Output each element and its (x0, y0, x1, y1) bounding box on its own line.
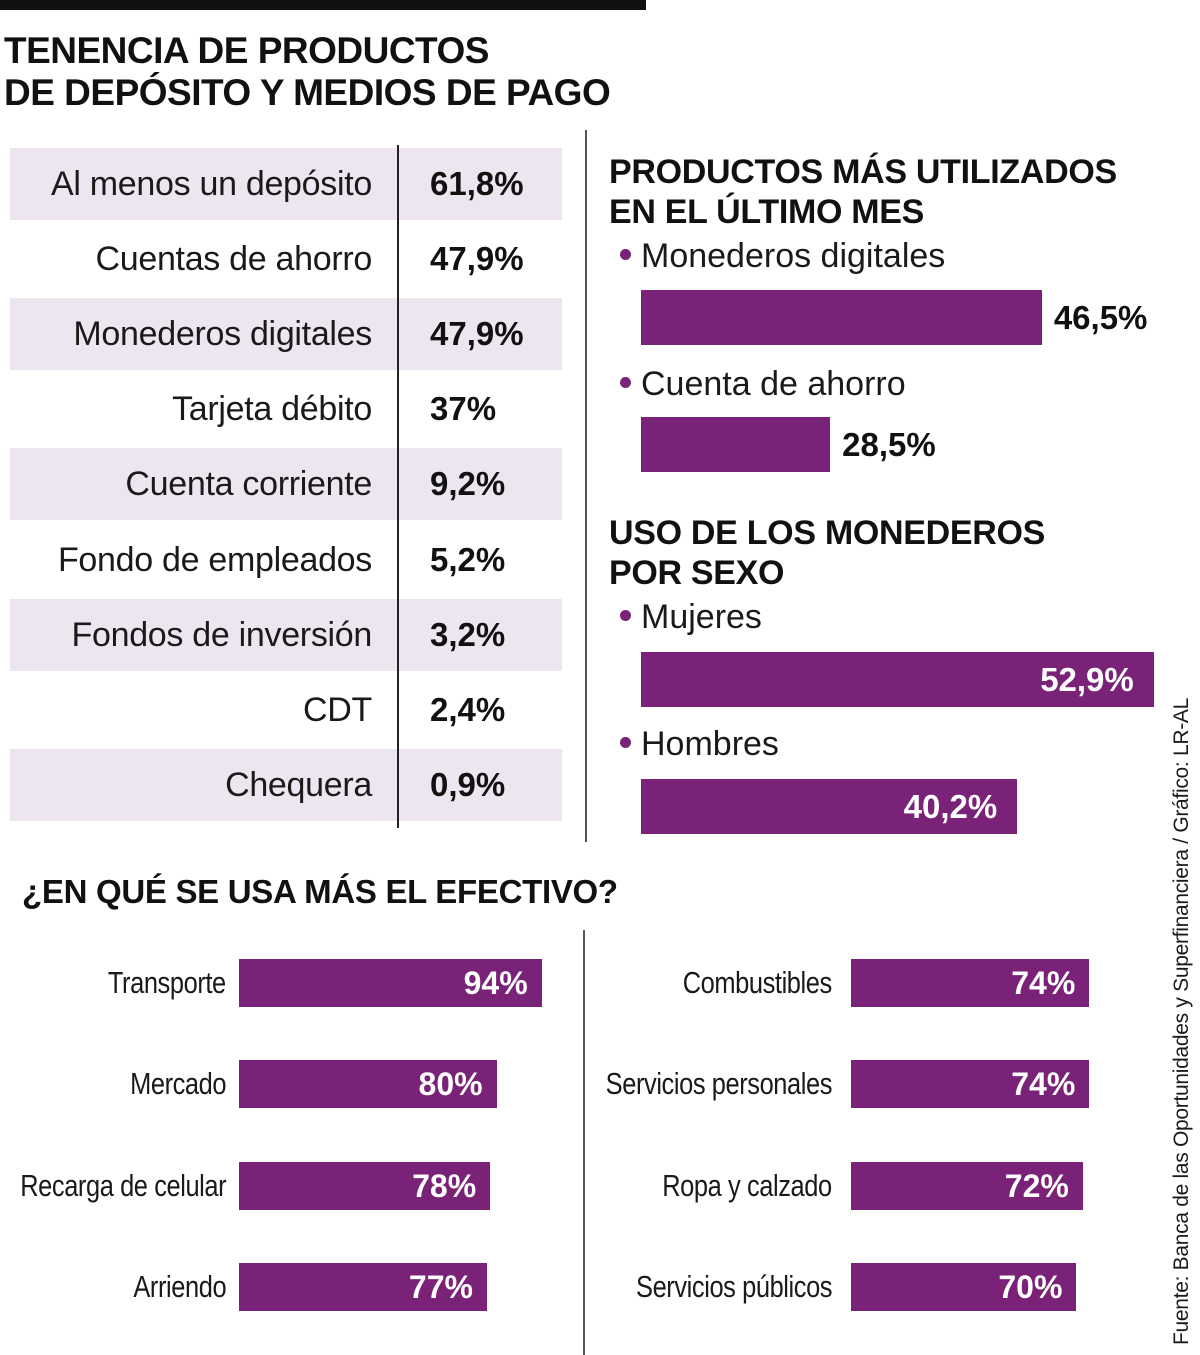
products-used-value: 46,5% (1053, 299, 1148, 336)
table-row-value: 0,9% (430, 765, 506, 803)
cash-usage-category: Arriendo (133, 1269, 226, 1304)
cash-usage-category: Combustibles (682, 965, 832, 1000)
table-row-value: 2,4% (430, 690, 506, 728)
cash-usage-category: Mercado (129, 1066, 226, 1101)
table-row-label: CDT (303, 690, 372, 729)
table-row: Tarjeta débito 37% (10, 373, 562, 445)
table-row-value: 47,9% (430, 315, 524, 353)
cash-usage-bar: 70% (851, 1263, 1077, 1311)
cash-usage-bar: 78% (239, 1162, 491, 1210)
cash-usage-category: Recarga de celular (20, 1168, 226, 1203)
cash-usage-bar: 72% (851, 1162, 1083, 1210)
table-row-value: 37% (430, 390, 497, 428)
cash-usage-category: Servicios personales (605, 1066, 833, 1101)
main-title-line-1: TENENCIA DE PRODUCTOS (4, 30, 489, 71)
table-row: Al menos un depósito 61,8% (10, 148, 562, 220)
products-used-title-line-1: PRODUCTOS MÁS UTILIZADOS (609, 153, 1117, 191)
cash-usage-value: 74% (1011, 965, 1076, 1001)
cash-usage-bar: 74% (851, 1060, 1090, 1108)
products-used-category: Monederos digitales (620, 236, 945, 276)
cash-usage-value: 70% (998, 1269, 1063, 1305)
wallets-by-sex-value: 40,2% (903, 788, 998, 825)
wallets-by-sex-bar: 40,2% (641, 779, 1018, 834)
table-row-value: 3,2% (430, 615, 506, 653)
table-row: CDT 2,4% (10, 674, 562, 746)
main-title-line-2: DE DEPÓSITO Y MEDIOS DE PAGO (4, 72, 611, 113)
wallets-by-sex-bar: 52,9% (641, 652, 1154, 707)
table-row-label: Cuentas de ahorro (95, 240, 372, 279)
wallets-by-sex-value: 52,9% (1040, 661, 1134, 698)
table-row: Chequera 0,9% (10, 748, 562, 821)
table-divider (397, 145, 399, 828)
table-row-label: Al menos un depósito (51, 165, 372, 203)
cash-usage-category: Transporte (108, 965, 226, 1000)
table-row: Cuentas de ahorro 47,9% (10, 223, 562, 295)
table-row-value: 9,2% (430, 465, 506, 503)
cash-usage-bar: 94% (239, 959, 542, 1007)
bullet-dot-icon (620, 736, 631, 748)
cash-usage-value: 77% (408, 1269, 473, 1305)
cash-usage-value: 74% (1011, 1066, 1076, 1102)
table-row-value: 5,2% (430, 540, 506, 578)
products-used-title: PRODUCTOS MÁS UTILIZADOS EN EL ÚLTIMO ME… (609, 152, 1117, 232)
table-row-label: Monederos digitales (73, 315, 372, 354)
table-row-value: 47,9% (430, 240, 524, 278)
cash-usage-value: 78% (412, 1168, 477, 1204)
table-row: Fondos de inversión 3,2% (10, 598, 562, 671)
bullet-dot-icon (620, 248, 631, 260)
table-row-label: Chequera (225, 765, 372, 804)
wallets-by-sex-category: Hombres (620, 724, 779, 764)
wallets-by-sex-category-text: Hombres (641, 725, 779, 763)
table-row: Cuenta corriente 9,2% (10, 448, 562, 521)
table-row-label: Fondos de inversión (71, 615, 373, 654)
cash-usage-value: 94% (463, 965, 528, 1001)
main-title: TENENCIA DE PRODUCTOS DE DEPÓSITO Y MEDI… (4, 30, 611, 114)
products-used-bar (641, 417, 831, 472)
cash-usage-category: Servicios públicos (635, 1269, 832, 1304)
cash-usage-value: 72% (1004, 1168, 1069, 1204)
wallets-by-sex-title-line-2: POR SEXO (609, 554, 785, 592)
bullet-dot-icon (620, 609, 631, 621)
products-used-category-text: Cuenta de ahorro (641, 365, 906, 403)
products-used-category: Cuenta de ahorro (620, 364, 906, 404)
table-row-label: Tarjeta débito (172, 390, 372, 429)
table-row: Fondo de empleados 5,2% (10, 524, 562, 596)
cash-usage-category: Ropa y calzado (662, 1168, 833, 1203)
wallets-by-sex-title: USO DE LOS MONEDEROS POR SEXO (609, 513, 1045, 593)
cash-usage-divider (583, 930, 585, 1355)
wallets-by-sex-category-text: Mujeres (641, 598, 762, 636)
products-used-value: 28,5% (842, 426, 936, 463)
wallets-by-sex-category: Mujeres (620, 597, 762, 637)
source-credit: Fuente: Banca de las Oportunidades y Sup… (1170, 697, 1193, 1345)
bullet-dot-icon (620, 376, 631, 388)
wallets-by-sex-title-line-1: USO DE LOS MONEDEROS (609, 514, 1046, 552)
products-used-bar (641, 290, 1042, 345)
cash-usage-bar: 77% (239, 1263, 487, 1311)
cash-usage-value: 80% (418, 1066, 483, 1102)
products-used-title-line-2: EN EL ÚLTIMO MES (609, 193, 925, 231)
table-row: Monederos digitales 47,9% (10, 298, 562, 371)
table-row-label: Fondo de empleados (57, 540, 372, 579)
products-used-category-text: Monederos digitales (641, 237, 946, 275)
cash-usage-bar: 74% (851, 959, 1090, 1007)
column-divider (585, 130, 587, 842)
cash-usage-title: ¿EN QUÉ SE USA MÁS EL EFECTIVO? (22, 873, 618, 910)
cash-usage-bar: 80% (239, 1060, 497, 1108)
table-row-label: Cuenta corriente (125, 465, 372, 504)
top-rule (0, 0, 646, 10)
table-row-value: 61,8% (430, 165, 524, 202)
